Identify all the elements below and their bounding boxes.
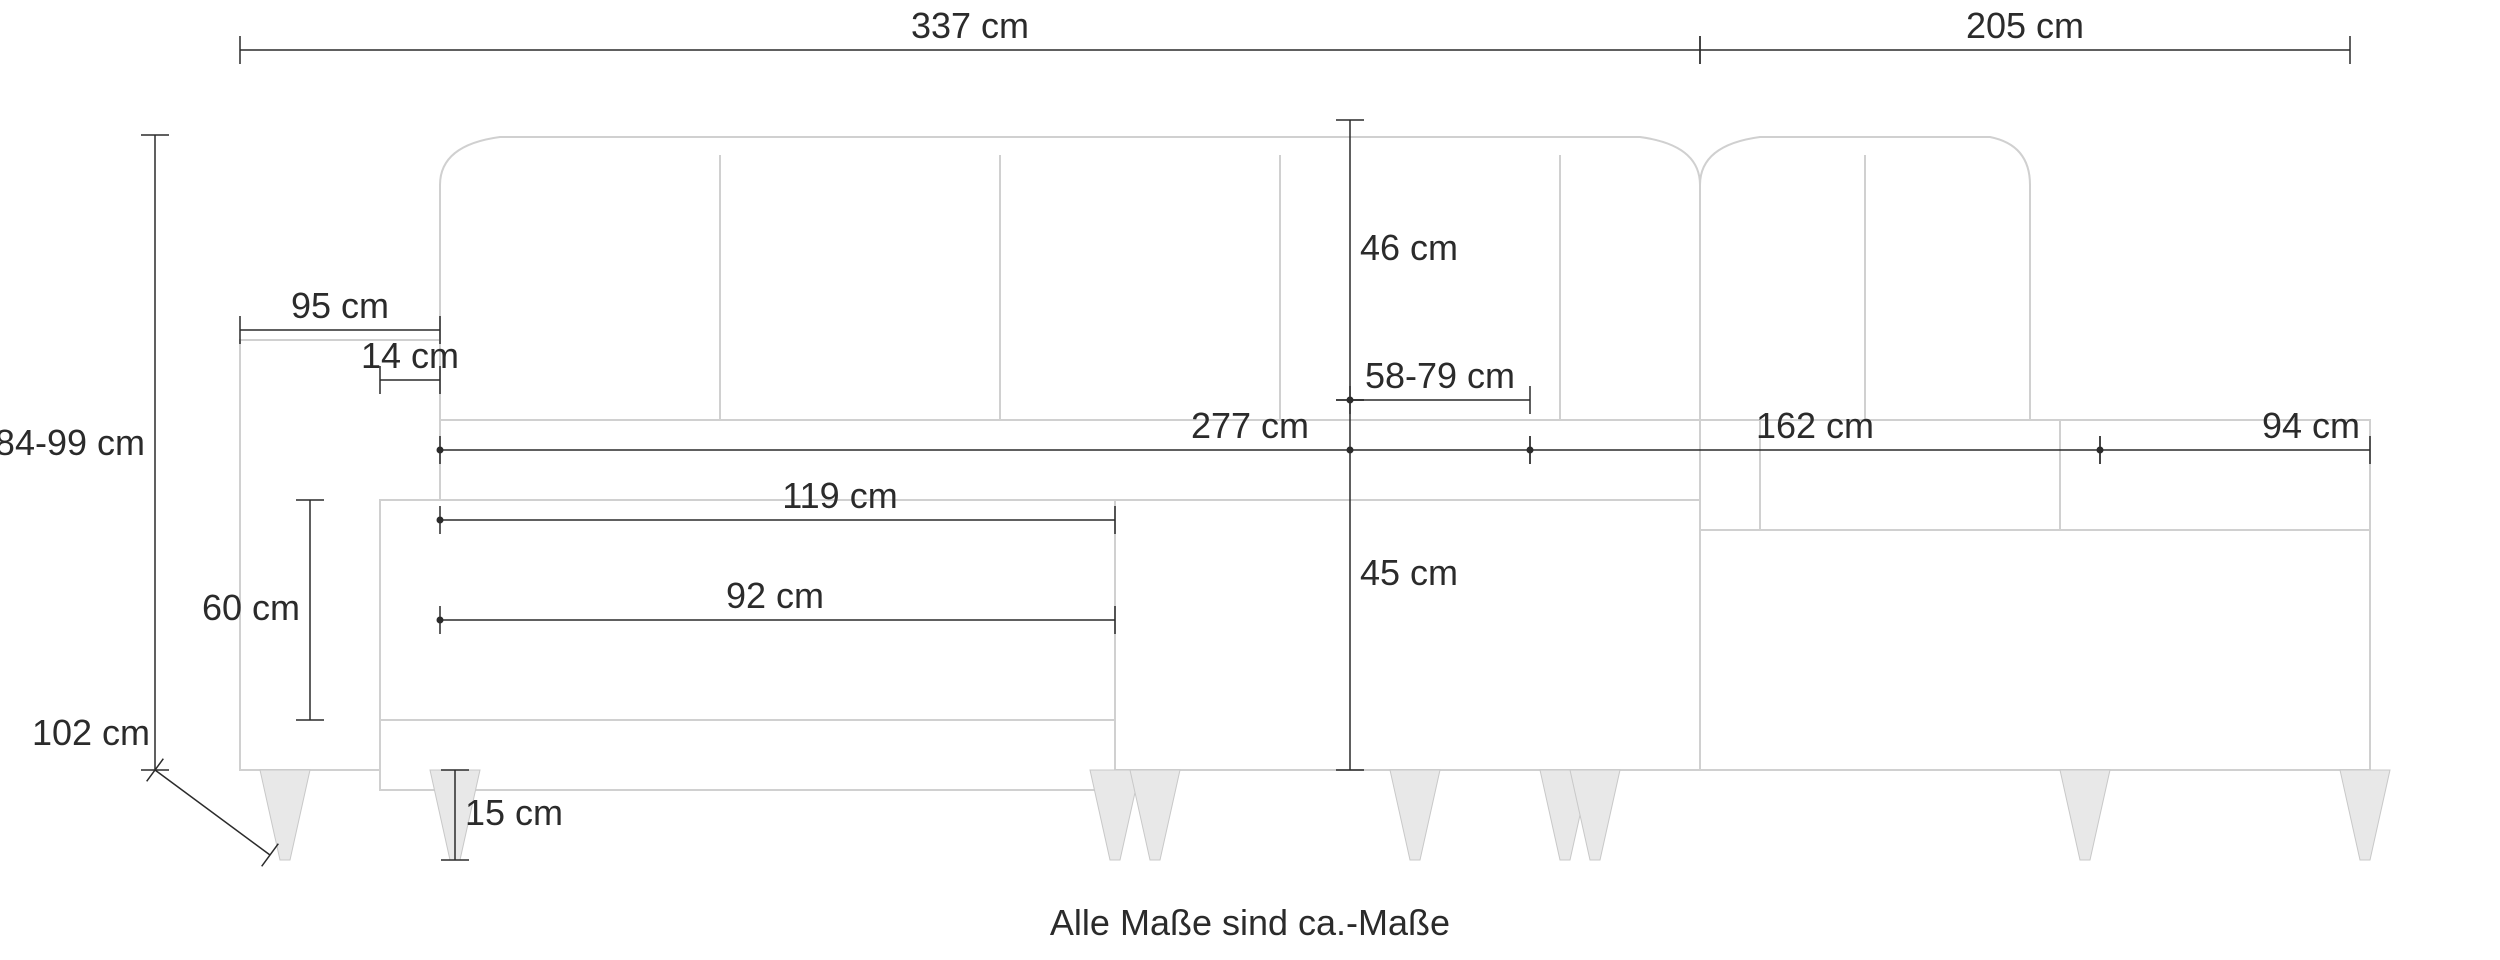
dim-label-top_337: 337 cm: [911, 5, 1029, 46]
dim-label-leg_15: 15 cm: [465, 792, 563, 833]
dim-label-inner_92: 92 cm: [726, 575, 824, 616]
dim-label-upper_14: 14 cm: [361, 335, 459, 376]
dim-label-inner_162: 162 cm: [1756, 405, 1874, 446]
dim-label-inner_119: 119 cm: [782, 475, 897, 516]
dim-label-top_205: 205 cm: [1966, 5, 2084, 46]
dim-label-vert_46: 46 cm: [1360, 227, 1458, 268]
dim-label-right_94: 94 cm: [2262, 405, 2360, 446]
dim-label-vert_45: 45 cm: [1360, 552, 1458, 593]
dim-label-inner_58_79: 58-79 cm: [1365, 355, 1515, 396]
dim-label-left_60: 60 cm: [202, 587, 300, 628]
dim-label-left_84_99: 84-99 cm: [0, 422, 145, 463]
dim-label-inner_277: 277 cm: [1191, 405, 1309, 446]
caption-text: Alle Maße sind ca.-Maße: [1050, 902, 1450, 943]
sofa-illustration: [240, 137, 2390, 860]
dim-line-102: [155, 770, 270, 855]
dim-label-upper_95: 95 cm: [291, 285, 389, 326]
dim-label-102: 102 cm: [32, 712, 150, 753]
